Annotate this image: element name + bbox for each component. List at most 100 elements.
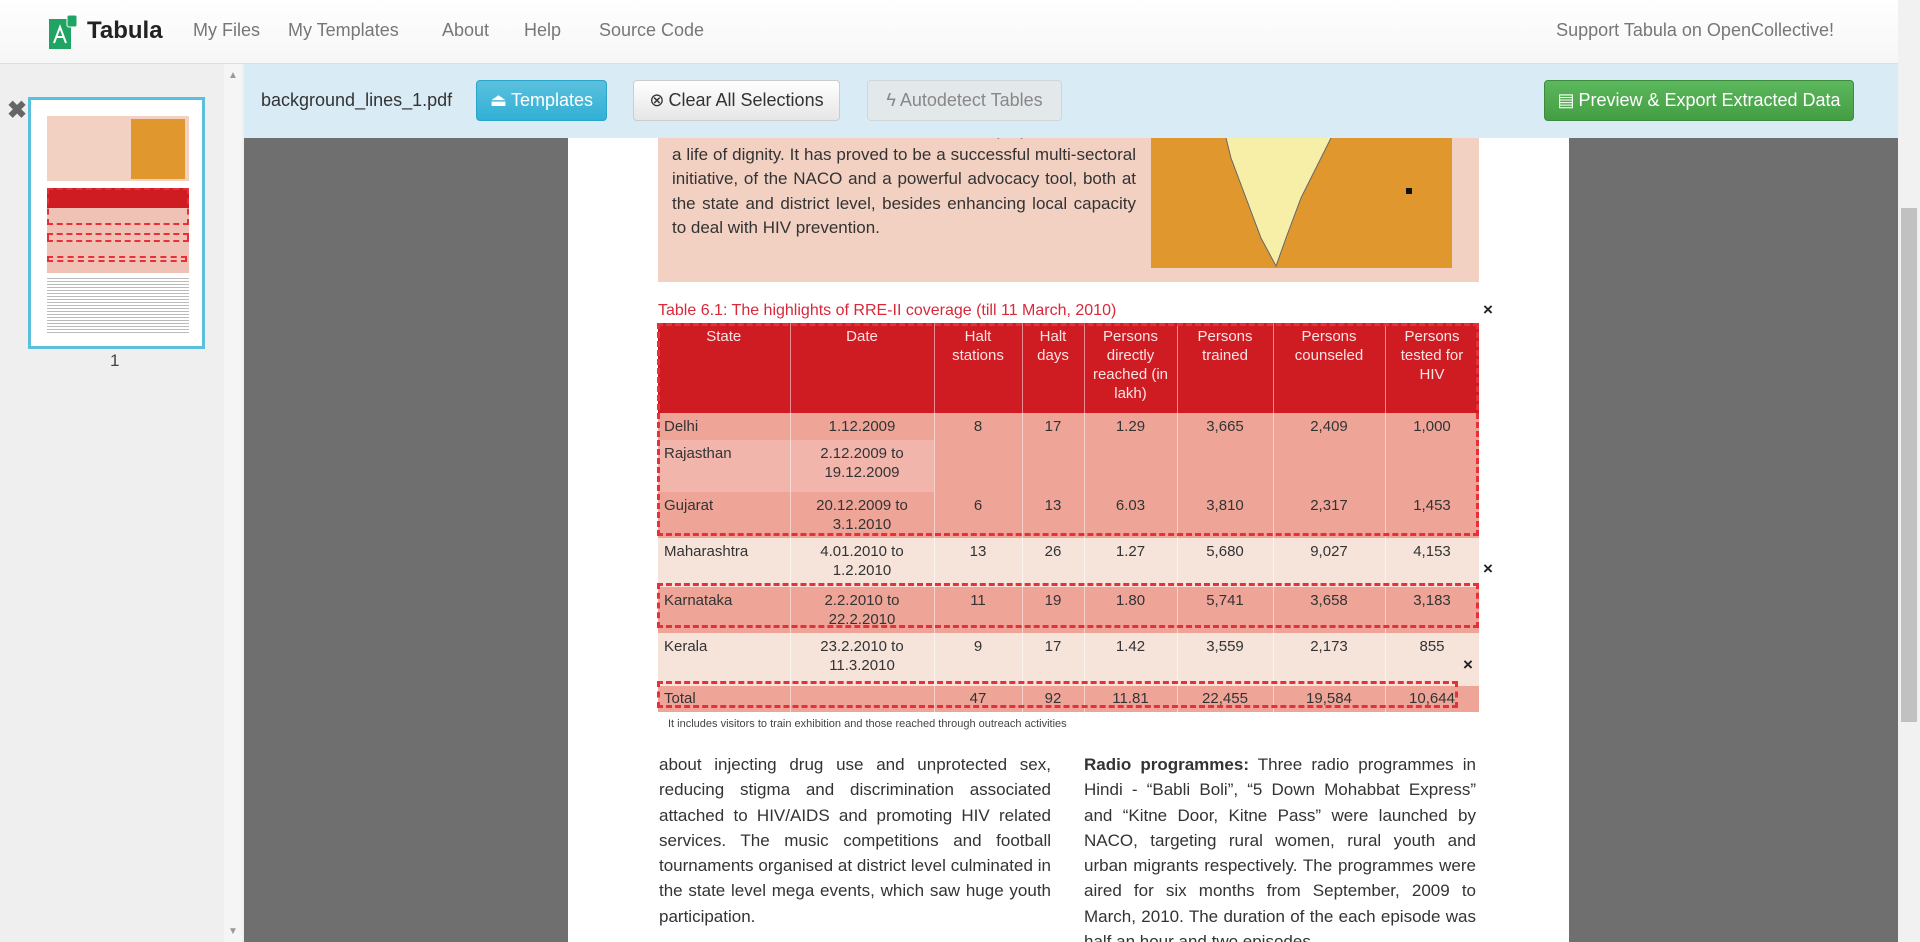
nav-my-files[interactable]: My Files bbox=[193, 20, 260, 40]
intro-box: can access the services, without fear an… bbox=[658, 138, 1479, 282]
table-row: Gujarat 20.12.2009 to 3.1.2010 6 13 6.03 3,81… bbox=[658, 492, 1480, 538]
cell: Maharashtra bbox=[658, 538, 791, 587]
cell: 2.2.2010 to 22.2.2010 bbox=[790, 587, 935, 633]
cell: 22,455 bbox=[1177, 686, 1274, 712]
preview-export-button[interactable]: ▤ Preview & Export Extracted Data bbox=[1544, 80, 1854, 121]
pdf-page[interactable]: can access the services, without fear an… bbox=[568, 138, 1569, 942]
main-scrollbar[interactable] bbox=[1898, 0, 1920, 942]
navbar: Tabula My Files My Templates About Help … bbox=[0, 0, 1898, 64]
intro-text: can access the services, without fear an… bbox=[672, 138, 1136, 237]
close-selection-icon[interactable]: × bbox=[1463, 655, 1473, 674]
nav-source-code[interactable]: Source Code bbox=[599, 20, 705, 40]
cell: 9,027 bbox=[1273, 538, 1386, 587]
cell: Delhi bbox=[658, 413, 791, 440]
cell: 3,658 bbox=[1273, 587, 1386, 633]
cell: 92 bbox=[1022, 686, 1085, 712]
body-text-left: about injecting drug use and unprotected… bbox=[659, 755, 1051, 926]
cell: 11.81 bbox=[1084, 686, 1178, 712]
body-text-right: Radio programmes: Three radio programmes… bbox=[1084, 752, 1476, 942]
india-map-image bbox=[1151, 138, 1452, 268]
table-caption: Table 6.1: The highlights of RRE-II cove… bbox=[658, 302, 1117, 319]
close-selection-icon[interactable]: × bbox=[1483, 559, 1493, 578]
cell: 5,741 bbox=[1177, 587, 1274, 633]
cell: 20.12.2009 to 3.1.2010 bbox=[790, 492, 935, 538]
radio-heading: Radio programmes: bbox=[1084, 755, 1249, 774]
template-icon: ⏏ bbox=[489, 90, 507, 110]
table-row: Kerala 23.2.2010 to 11.3.2010 9 17 1.42 3,559… bbox=[658, 633, 1480, 686]
cell: Rajasthan bbox=[658, 440, 791, 492]
cell: 2,409 bbox=[1273, 413, 1386, 492]
table-footnote: It includes visitors to train exhibition… bbox=[668, 718, 1067, 730]
cell: 1.27 bbox=[1084, 538, 1178, 587]
total-row: Total 47 92 11.81 22,455 19,584 10,644 bbox=[658, 686, 1480, 712]
cell: 2,317 bbox=[1273, 492, 1386, 538]
cell: Gujarat bbox=[658, 492, 791, 538]
cell: 13 bbox=[934, 538, 1023, 587]
header-cell: Halt stations bbox=[934, 323, 1023, 413]
filename: background_lines_1.pdf bbox=[261, 90, 453, 110]
cell: 5,680 bbox=[1177, 538, 1274, 587]
cell: 10,644 bbox=[1385, 686, 1480, 712]
header-cell: Persons counseled bbox=[1273, 323, 1386, 413]
cell: 3,665 bbox=[1177, 413, 1274, 492]
cell: 1.42 bbox=[1084, 633, 1178, 686]
cell: 6.03 bbox=[1084, 492, 1178, 538]
cell: 26 bbox=[1022, 538, 1085, 587]
list-icon: ▤ bbox=[1557, 90, 1575, 110]
header-cell: Date bbox=[790, 323, 935, 413]
support-link[interactable]: Support Tabula on OpenCollective! bbox=[1556, 20, 1834, 40]
cell: 17 bbox=[1022, 633, 1085, 686]
close-selection-icon[interactable]: × bbox=[1483, 300, 1493, 319]
cell: Karnataka bbox=[658, 587, 791, 633]
cell: 1,000 bbox=[1385, 413, 1480, 492]
sidebar-scrollbar[interactable]: ▲ ▼ bbox=[224, 64, 242, 942]
nav-my-templates[interactable]: My Templates bbox=[288, 20, 399, 40]
header-cell: State bbox=[658, 323, 791, 413]
nav-about[interactable]: About bbox=[442, 20, 490, 40]
cell: 9 bbox=[934, 633, 1023, 686]
remove-page-icon[interactable]: ✖ bbox=[7, 97, 28, 124]
scrollbar-thumb[interactable] bbox=[1901, 208, 1917, 722]
cell: 1.12.2009 bbox=[790, 413, 935, 440]
cell: 4,153 bbox=[1385, 538, 1480, 587]
clear-circle-icon: ⊗ bbox=[649, 90, 665, 110]
coverage-table: State Date Halt stations Halt days Persons d… bbox=[658, 323, 1480, 712]
cell: 4.01.2010 to 1.2.2010 bbox=[790, 538, 935, 587]
cell: 1.80 bbox=[1084, 587, 1178, 633]
cell: 17 bbox=[1022, 413, 1085, 492]
table-row: Delhi 1.12.2009 8 17 1.29 3,665 2,409 1,000 bbox=[658, 413, 1480, 492]
scroll-down-icon[interactable]: ▼ bbox=[228, 926, 238, 937]
cell: 1.29 bbox=[1084, 413, 1178, 492]
lightning-icon: ϟ bbox=[886, 90, 896, 110]
cell: 19,584 bbox=[1273, 686, 1386, 712]
cell: 19 bbox=[1022, 587, 1085, 633]
cell bbox=[790, 686, 935, 712]
cell: 1,453 bbox=[1385, 492, 1480, 538]
table-row: Rajasthan 2.12.2009 to 19.12.2009 bbox=[658, 440, 1479, 492]
cell: 3,810 bbox=[1177, 492, 1274, 538]
header-cell: Halt days bbox=[1022, 323, 1085, 413]
header-row: State Date Halt stations Halt days Persons d… bbox=[658, 323, 1480, 413]
page-thumbnail[interactable] bbox=[28, 97, 205, 349]
autodetect-tables-button[interactable]: ϟ Autodetect Tables bbox=[867, 80, 1062, 121]
toolbar: background_lines_1.pdf ⏏ Templates ⊗ Clear… bbox=[244, 64, 1898, 138]
cell: 47 bbox=[934, 686, 1023, 712]
cell: Total bbox=[658, 686, 791, 712]
cell: 3,183 bbox=[1385, 587, 1480, 633]
table-row: Maharashtra 4.01.2010 to 1.2.2010 13 26 1.27… bbox=[658, 538, 1480, 587]
radio-text: Three radio programmes in Hindi - “Babli… bbox=[1084, 755, 1476, 942]
cell: 6 bbox=[934, 492, 1023, 538]
tabula-logo-icon[interactable] bbox=[49, 15, 77, 49]
scroll-up-icon[interactable]: ▲ bbox=[228, 70, 238, 81]
cell: 11 bbox=[934, 587, 1023, 633]
cell: 23.2.2010 to 11.3.2010 bbox=[790, 633, 935, 686]
cell: 855 bbox=[1385, 633, 1480, 686]
cell: Kerala bbox=[658, 633, 791, 686]
nav-help[interactable]: Help bbox=[524, 20, 562, 40]
brand[interactable]: Tabula bbox=[87, 17, 163, 44]
cell: 8 bbox=[934, 413, 1023, 492]
templates-button[interactable]: ⏏ Templates bbox=[476, 80, 607, 121]
cell: 2.12.2009 to 19.12.2009 bbox=[790, 440, 935, 492]
clear-all-selections-button[interactable]: ⊗ Clear All Selections bbox=[633, 80, 840, 121]
cell: 2,173 bbox=[1273, 633, 1386, 686]
